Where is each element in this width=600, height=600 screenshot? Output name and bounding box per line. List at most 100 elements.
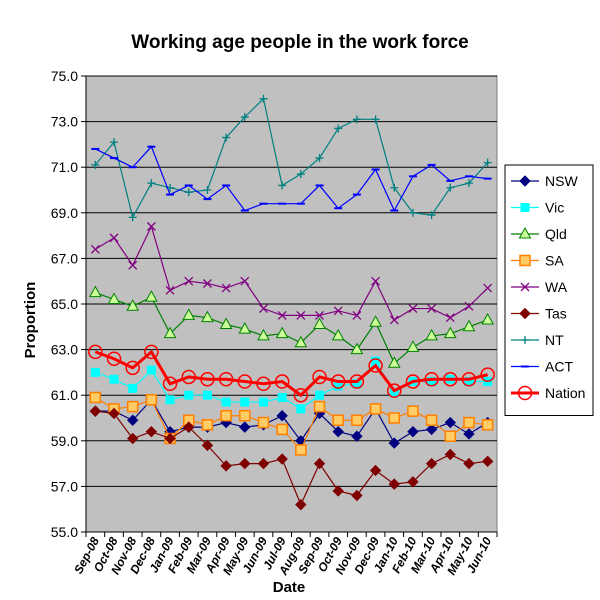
data-point-nsw xyxy=(332,425,344,438)
data-point-vic xyxy=(296,404,306,414)
data-point-nation xyxy=(461,371,477,387)
data-point-nsw xyxy=(276,410,288,422)
legend-box xyxy=(504,164,594,416)
series-line-act xyxy=(95,145,488,212)
data-point-qld xyxy=(275,326,289,339)
data-point-nation xyxy=(256,376,271,392)
data-point-tas xyxy=(126,432,139,445)
series-line-wa xyxy=(95,224,489,321)
data-point-sa xyxy=(425,414,438,427)
series-act xyxy=(91,145,492,212)
data-point-qld xyxy=(369,315,382,327)
y-axis-ticks: 55.0 57.0 59.0 61.0 63.0 65.0 67.0 69.0 71.0 73.0… xyxy=(51,68,86,540)
data-point-vic xyxy=(90,367,100,377)
data-point-wa xyxy=(165,285,175,295)
data-point-nt xyxy=(203,186,212,194)
data-point-qld xyxy=(462,319,476,332)
data-point-tas xyxy=(145,425,158,438)
data-point-wa xyxy=(352,310,362,320)
y-tick-label: 55.0 xyxy=(51,524,78,540)
legend-marker-nsw xyxy=(519,175,531,187)
data-point-qld xyxy=(443,326,457,339)
data-point-qld xyxy=(387,356,401,368)
data-point-vic xyxy=(333,381,343,391)
data-point-sa xyxy=(369,403,382,415)
data-point-sa xyxy=(145,394,158,406)
data-point-nt xyxy=(390,183,399,192)
data-point-vic xyxy=(202,390,212,400)
data-point-nsw xyxy=(239,421,251,433)
series-wa xyxy=(90,222,493,325)
data-point-nation xyxy=(181,369,196,385)
legend-label-nation: Nation xyxy=(545,385,585,401)
data-point-nsw xyxy=(388,437,400,449)
data-point-tas xyxy=(351,489,363,502)
legend-label-wa: WA xyxy=(545,279,568,295)
data-point-tas xyxy=(444,448,457,461)
data-point-nt xyxy=(427,211,436,220)
data-point-wa xyxy=(408,304,418,314)
data-point-tas xyxy=(257,457,270,470)
legend: NSW Vic Qld SA WA Tas NT ACT Nation xyxy=(504,164,594,416)
data-point-tas xyxy=(369,464,382,477)
series-line-nsw xyxy=(95,398,488,444)
data-point-qld xyxy=(219,317,233,330)
data-point-sa xyxy=(388,412,400,424)
data-point-vic xyxy=(277,392,287,402)
data-point-nsw xyxy=(126,414,139,426)
data-point-nation xyxy=(330,374,346,389)
data-point-sa xyxy=(332,414,344,427)
series-line-nation xyxy=(94,349,489,398)
data-point-sa xyxy=(351,414,363,427)
y-tick-label: 57.0 xyxy=(51,478,78,494)
data-point-sa xyxy=(295,444,307,456)
data-point-nation xyxy=(125,360,140,376)
data-point-wa xyxy=(371,276,381,286)
series-line-nt xyxy=(94,97,489,219)
data-point-sa xyxy=(407,405,419,417)
data-point-wa xyxy=(146,222,156,231)
data-point-wa xyxy=(202,279,212,288)
legend-marker-nt xyxy=(521,336,529,344)
data-point-vic xyxy=(240,397,250,407)
data-point-qld xyxy=(126,299,140,311)
data-point-nation xyxy=(293,387,309,403)
data-point-vic xyxy=(258,397,268,407)
data-point-qld xyxy=(257,328,270,341)
data-point-wa xyxy=(464,301,474,311)
data-point-vic xyxy=(109,374,119,384)
data-point-nation xyxy=(237,374,253,389)
data-point-nsw xyxy=(407,425,419,438)
data-point-qld xyxy=(313,317,326,330)
data-point-qld xyxy=(350,342,364,355)
data-point-tas xyxy=(201,439,214,452)
legend-marker-nation xyxy=(517,385,533,401)
data-point-nt xyxy=(222,133,231,142)
data-point-nt xyxy=(278,181,287,190)
data-point-nt xyxy=(184,188,193,197)
y-tick-label: 73.0 xyxy=(51,114,78,130)
data-point-nsw xyxy=(351,430,363,442)
data-point-sa xyxy=(257,416,270,429)
data-point-nsw xyxy=(463,428,475,440)
data-point-nation xyxy=(349,374,365,389)
chart-title: Working age people in the work force xyxy=(131,32,468,53)
y-tick-label: 61.0 xyxy=(51,387,78,403)
data-point-sa xyxy=(313,400,326,413)
data-point-wa xyxy=(240,276,250,286)
data-point-vic xyxy=(184,390,194,400)
data-point-qld xyxy=(182,308,196,320)
data-point-tas xyxy=(164,432,176,445)
data-point-nation xyxy=(424,371,439,387)
data-point-vic xyxy=(315,390,325,400)
data-point-nation xyxy=(218,371,234,387)
data-point-nation xyxy=(88,344,103,360)
data-point-wa xyxy=(315,310,324,320)
data-point-tas xyxy=(239,457,251,470)
legend-label-qld: Qld xyxy=(545,226,567,242)
series-nation xyxy=(88,344,495,403)
data-point-tas xyxy=(220,460,232,472)
data-point-wa xyxy=(483,283,493,293)
data-point-sa xyxy=(481,419,494,431)
